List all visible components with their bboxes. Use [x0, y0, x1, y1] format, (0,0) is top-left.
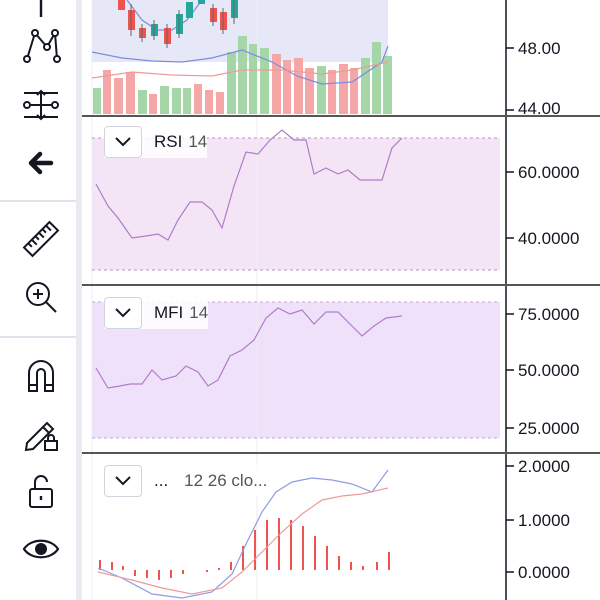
- candle-wicks: [130, 0, 235, 48]
- rsi-axis-label: 40.0000: [518, 229, 579, 248]
- candle: [186, 2, 193, 18]
- volume-bar: [227, 52, 236, 114]
- volume-bar: [172, 88, 181, 114]
- volume-bar: [216, 92, 224, 114]
- mfi-legend: MFI 14: [104, 297, 209, 329]
- volume-bar: [283, 60, 291, 114]
- macd-legend-param: 12 26 clo...: [184, 471, 268, 490]
- volume-bar: [361, 58, 370, 114]
- pitchfork-tool[interactable]: [18, 0, 64, 24]
- volume-bar: [317, 66, 326, 114]
- volume-bar: [249, 44, 257, 114]
- back-arrow-icon: [28, 151, 54, 175]
- rsi-band: [92, 138, 500, 270]
- unlock-tool[interactable]: [18, 468, 64, 514]
- volume-bar: [328, 70, 336, 114]
- volume-bar: [103, 70, 111, 114]
- measure-projection-icon: [23, 89, 59, 121]
- ruler-tool[interactable]: [18, 216, 64, 262]
- volume-bars: [93, 36, 392, 114]
- candle: [118, 0, 125, 10]
- rsi-axis-label: 60.0000: [518, 163, 579, 182]
- signal-line: [97, 487, 389, 595]
- lock-drawings-tool[interactable]: [18, 410, 64, 456]
- volume-bar: [114, 78, 123, 114]
- volume-bar: [183, 88, 191, 114]
- unlock-icon: [29, 475, 53, 508]
- price-axis-label: 48.00: [518, 39, 561, 58]
- moving-average-line: [91, 61, 389, 79]
- mfi-axis-label: 25.0000: [518, 419, 579, 438]
- macd-legend-name: ...: [154, 471, 169, 490]
- volume-bar: [126, 72, 135, 114]
- eye-icon: [22, 539, 60, 559]
- mfi-line: [95, 307, 403, 389]
- bollinger-lower: [91, 45, 389, 85]
- volume-bar: [138, 90, 147, 114]
- macd-line: [97, 469, 389, 599]
- zoom-in-icon: [26, 282, 57, 313]
- volume-bar: [372, 42, 381, 114]
- chevron-down-icon: [115, 137, 131, 147]
- rsi-collapse-button[interactable]: [104, 126, 142, 158]
- macd-collapse-button[interactable]: [104, 465, 142, 497]
- chevron-down-icon: [115, 476, 131, 486]
- toolbar-divider: [0, 200, 76, 202]
- macd-axis-label: 0.0000: [518, 563, 570, 582]
- macd-axis-label: 1.0000: [518, 511, 570, 530]
- rsi-line: [95, 129, 403, 241]
- axis-ticks: [506, 47, 514, 573]
- magnet-icon: [28, 360, 54, 392]
- magnet-tool[interactable]: [18, 352, 64, 398]
- volume-bar: [272, 54, 281, 114]
- pitchfork-icon: [39, 0, 43, 17]
- toolbar-divider: [0, 336, 76, 338]
- macd-legend: ... 12 26 clo...: [104, 465, 268, 497]
- volume-bar: [238, 36, 247, 114]
- mfi-legend-name: MFI: [154, 303, 184, 322]
- candle: [198, 0, 205, 4]
- back-button[interactable]: [18, 140, 64, 186]
- pattern-tool[interactable]: [18, 22, 64, 68]
- zoom-in-tool[interactable]: [18, 274, 64, 320]
- ruler-icon: [22, 220, 60, 258]
- measure-tool[interactable]: [18, 82, 64, 128]
- chart-area[interactable]: 48.00 44.00 60.0000 40.0000 75.0000 50.0…: [82, 0, 600, 600]
- chart-canvas[interactable]: 48.00 44.00 60.0000 40.0000 75.0000 50.0…: [82, 0, 600, 600]
- mfi-legend-param: 14: [189, 303, 209, 322]
- volume-bar: [260, 48, 269, 114]
- volume-bar: [160, 86, 169, 114]
- volume-bar: [294, 58, 303, 114]
- volume-bar: [205, 90, 213, 114]
- candlesticks: [118, 0, 238, 48]
- volume-bar: [305, 68, 314, 114]
- visibility-tool[interactable]: [18, 526, 64, 572]
- mfi-collapse-button[interactable]: [104, 297, 142, 329]
- pattern-icon: [23, 29, 61, 63]
- mfi-axis-label: 50.0000: [518, 361, 579, 380]
- rsi-legend-name: RSI: [154, 132, 183, 151]
- volume-bar: [194, 84, 202, 114]
- volume-bar: [383, 56, 392, 114]
- macd-axis-label: 2.0000: [518, 457, 570, 476]
- macd-histogram: [99, 518, 390, 580]
- drawing-toolbar: [0, 0, 82, 600]
- rsi-legend-param: 14: [188, 132, 208, 151]
- rsi-legend: RSI 14: [104, 126, 208, 158]
- volume-bar: [350, 68, 358, 114]
- volume-bar: [149, 94, 157, 114]
- mfi-axis-label: 75.0000: [518, 305, 579, 324]
- volume-bar: [93, 88, 101, 114]
- volume-bar: [339, 64, 348, 114]
- price-axis-label: 44.00: [518, 99, 561, 118]
- lock-drawing-icon: [24, 421, 58, 452]
- chevron-down-icon: [115, 308, 131, 318]
